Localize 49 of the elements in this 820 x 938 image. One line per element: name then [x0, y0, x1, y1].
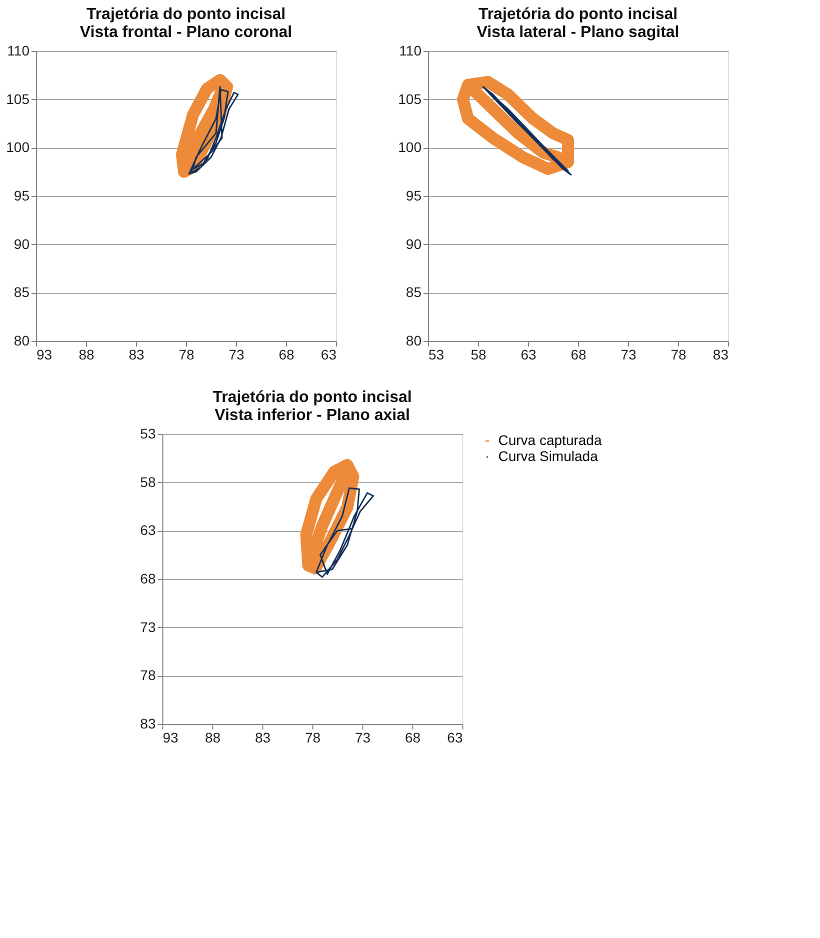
y-tick-label: 78 [140, 667, 156, 684]
x-tick-label: 83 [128, 346, 144, 362]
x-tick-label: 73 [228, 346, 244, 362]
y-tick-label: 95 [406, 188, 422, 204]
x-tick-label: 68 [570, 346, 586, 362]
y-tick-label: 80 [406, 332, 422, 348]
line-series [482, 86, 572, 176]
x-tick-label: 63 [447, 730, 463, 746]
line-series [188, 86, 239, 175]
x-tick-label: 73 [354, 730, 371, 746]
y-tick-label: 90 [406, 236, 422, 252]
y-tick-label: 73 [140, 618, 156, 635]
y-tick-label: 110 [7, 42, 30, 58]
y-tick-label: 105 [6, 90, 30, 107]
x-tick-label: 53 [428, 346, 444, 362]
x-tick-label: 83 [254, 730, 271, 746]
y-tick-label: 68 [140, 570, 156, 586]
y-tick-label: 105 [398, 90, 422, 107]
legend-label: Curva Simulada [498, 448, 598, 464]
y-tick-label: 85 [406, 284, 422, 300]
chart-title: Trajetória do ponto incisal Vista lateral - Plano sagital [476, 6, 680, 41]
y-tick-label: 53 [140, 426, 156, 442]
y-tick-label: 95 [14, 188, 30, 204]
x-tick-label: 73 [620, 346, 636, 362]
x-tick-label: 78 [670, 346, 686, 362]
x-tick-label: 63 [320, 346, 337, 362]
line-series [316, 487, 374, 578]
y-tick-label: 58 [140, 474, 156, 490]
x-tick-label: 78 [304, 730, 321, 746]
x-tick-label: 68 [278, 346, 294, 362]
chart-title: Trajetória do ponto incisal Vista frontal - Plano coronal [80, 6, 292, 41]
y-tick-label: 80 [14, 332, 30, 348]
x-tick-label: 78 [178, 346, 194, 362]
y-tick-label: 63 [140, 522, 156, 538]
x-tick-label: 63 [520, 346, 536, 362]
legend-label: Curva capturada [498, 432, 602, 448]
chart-title: Trajetória do ponto incisal Vista inferior - Plano axial [212, 389, 412, 424]
y-tick-label: 110 [399, 42, 422, 58]
x-tick-label: 58 [470, 346, 486, 362]
y-tick-label: 85 [14, 284, 30, 300]
y-tick-label: 100 [398, 139, 422, 156]
y-tick-label: 83 [140, 716, 156, 732]
x-tick-label: 93 [162, 730, 179, 746]
y-tick-label: 100 [6, 139, 30, 156]
x-tick-label: 88 [78, 346, 94, 362]
x-tick-label: 93 [36, 346, 52, 362]
x-tick-label: 88 [204, 730, 221, 746]
x-tick-label: 83 [712, 346, 729, 362]
y-tick-label: 90 [14, 236, 30, 252]
